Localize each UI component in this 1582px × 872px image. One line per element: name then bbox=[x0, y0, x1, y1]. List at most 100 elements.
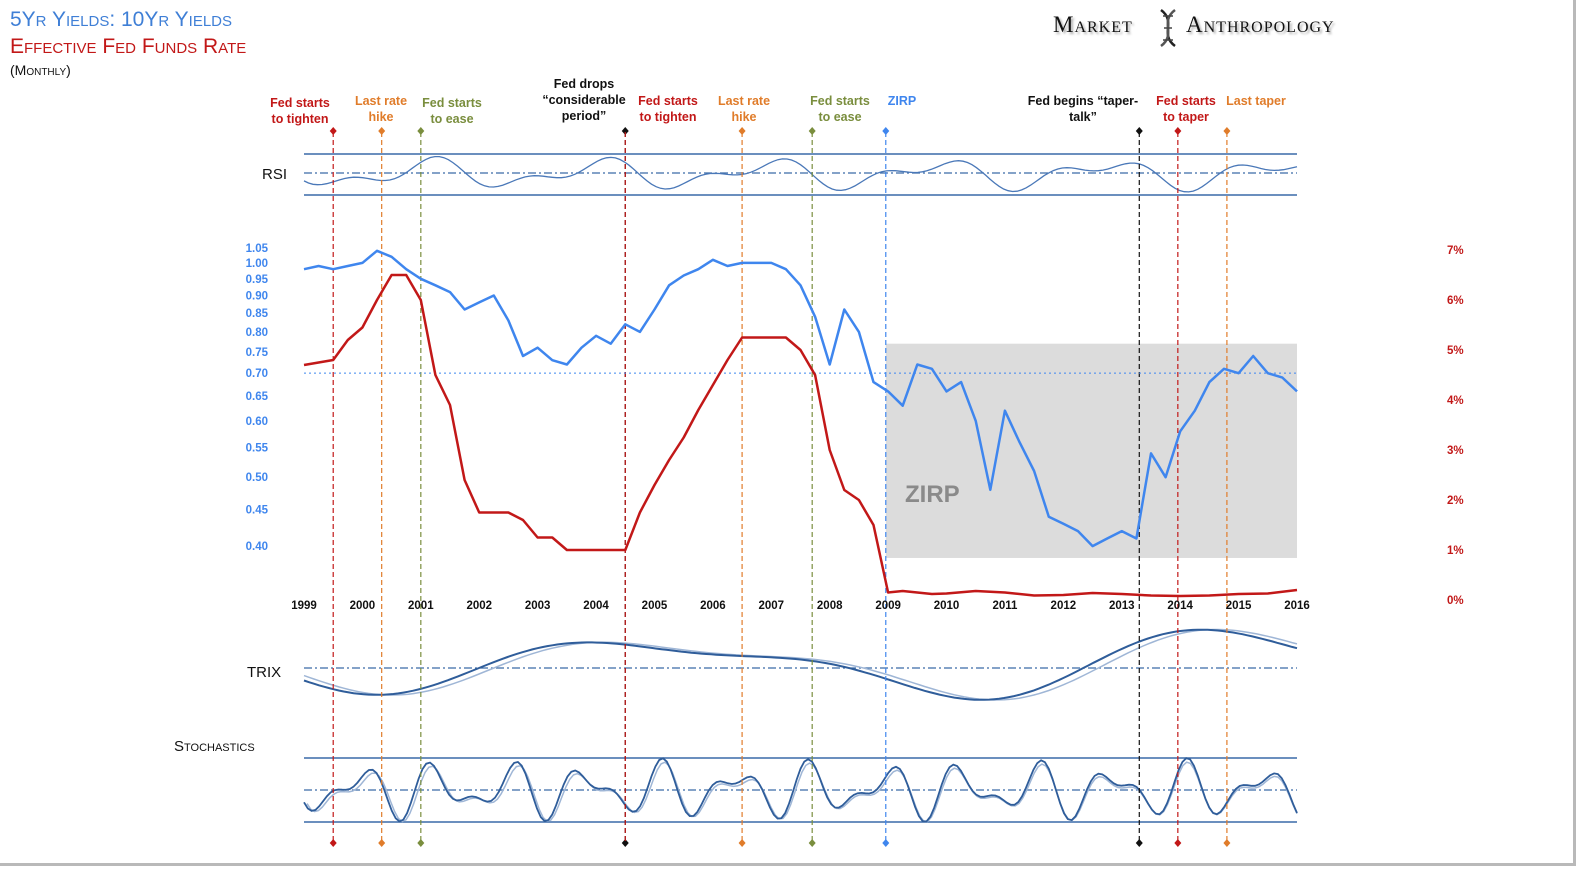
event-diamond-marker bbox=[1174, 839, 1182, 847]
event-label: Fed starts to taper bbox=[1156, 94, 1216, 124]
left-axis-tick-label: 0.65 bbox=[246, 391, 269, 403]
x-axis-tick-label: 2008 bbox=[817, 600, 843, 612]
x-axis-tick-label: 2010 bbox=[934, 600, 960, 612]
left-axis-tick-label: 0.40 bbox=[246, 541, 268, 553]
event-diamond-marker bbox=[1135, 127, 1143, 135]
x-axis-tick-label: 2012 bbox=[1051, 600, 1077, 612]
event-label: Last taper bbox=[1226, 94, 1286, 108]
brand-name-right: Anthropology bbox=[1186, 12, 1335, 37]
x-axis-tick-label: 2014 bbox=[1167, 600, 1193, 612]
right-axis-tick-label: 3% bbox=[1447, 445, 1464, 457]
event-markers bbox=[329, 127, 1231, 847]
right-axis-ticks: 7% 6% 5% 4% 3% 2% 1% 0% bbox=[1447, 245, 1464, 607]
event-label: Last rate hike bbox=[355, 94, 407, 124]
rsi-label: RSI bbox=[262, 166, 287, 183]
x-axis-tick-label: 2003 bbox=[525, 600, 551, 612]
rsi-line bbox=[303, 155, 1298, 193]
event-diamond-marker bbox=[621, 127, 629, 135]
event-diamond-marker bbox=[621, 839, 629, 847]
event-diamond-marker bbox=[882, 839, 890, 847]
x-axis-ticks: 1999 2000 2001 2002 2003 2004 2005 2006 2007 2008… bbox=[291, 600, 1310, 612]
event-label: Fed begins “taper-talk” bbox=[1028, 94, 1138, 124]
left-axis-tick-label: 0.60 bbox=[246, 416, 268, 428]
left-axis-tick-label: 0.95 bbox=[246, 274, 269, 286]
event-diamond-marker bbox=[882, 127, 890, 135]
event-diamond-marker bbox=[1135, 839, 1143, 847]
trix-signal-line bbox=[303, 628, 1298, 701]
chart-subtitle: (Monthly) bbox=[10, 62, 71, 78]
event-label: Fed starts to ease bbox=[422, 96, 482, 126]
event-diamond-marker bbox=[329, 839, 337, 847]
chart-title-fed-funds: Effective Fed Funds Rate bbox=[10, 35, 247, 58]
right-axis-tick-label: 4% bbox=[1447, 395, 1464, 407]
dna-logo-icon bbox=[1160, 9, 1176, 47]
event-diamond-marker bbox=[738, 127, 746, 135]
x-axis-tick-label: 2005 bbox=[642, 600, 668, 612]
event-label: Fed drops “considerable period” bbox=[542, 77, 625, 123]
right-axis-tick-label: 2% bbox=[1447, 495, 1464, 507]
main-series bbox=[303, 249, 1298, 598]
zirp-region-label: ZIRP bbox=[905, 481, 960, 508]
event-label: Fed starts to tighten bbox=[638, 94, 698, 124]
stochastics-label: Stochastics bbox=[174, 738, 255, 755]
stochastics-panel bbox=[303, 757, 1298, 823]
trix-line bbox=[303, 628, 1298, 701]
event-diamond-marker bbox=[1174, 127, 1182, 135]
event-diamond-marker bbox=[378, 839, 386, 847]
trix-label: TRIX bbox=[247, 664, 281, 681]
event-label: Fed starts to ease bbox=[810, 94, 870, 124]
event-diamond-marker bbox=[378, 127, 386, 135]
x-axis-tick-label: 2016 bbox=[1284, 600, 1310, 612]
x-axis-tick-label: 1999 bbox=[291, 600, 317, 612]
event-diamond-marker bbox=[417, 839, 425, 847]
zirp-shaded-region bbox=[885, 343, 1297, 558]
event-label: Last rate hike bbox=[718, 94, 770, 124]
left-axis-tick-label: 0.55 bbox=[246, 443, 269, 455]
right-axis-tick-label: 0% bbox=[1447, 595, 1464, 607]
left-axis-tick-label: 0.90 bbox=[246, 290, 268, 302]
brand-name-left: Market bbox=[1053, 12, 1133, 37]
event-diamond-marker bbox=[738, 839, 746, 847]
x-axis-tick-label: 2011 bbox=[992, 600, 1018, 612]
left-axis-tick-label: 0.85 bbox=[246, 308, 269, 320]
fed-funds-series-line bbox=[303, 273, 1298, 598]
trix-panel bbox=[303, 628, 1298, 701]
event-label: ZIRP bbox=[888, 94, 916, 108]
event-diamond-marker bbox=[1223, 839, 1231, 847]
chart-title-ratio: 5Yr Yields: 10Yr Yields bbox=[10, 8, 233, 31]
ratio-series-line bbox=[303, 249, 1298, 548]
event-diamond-marker bbox=[808, 127, 816, 135]
event-diamond-marker bbox=[329, 127, 337, 135]
x-axis-tick-label: 2002 bbox=[466, 600, 492, 612]
stochastics-line bbox=[303, 757, 1298, 823]
x-axis-tick-label: 2006 bbox=[700, 600, 726, 612]
right-axis-tick-label: 1% bbox=[1447, 545, 1464, 557]
x-axis-tick-label: 2013 bbox=[1109, 600, 1135, 612]
event-labels: Fed starts to tighten Last rate hike Fed sta… bbox=[270, 77, 1286, 126]
left-axis-ticks: 1.05 1.00 0.95 0.90 0.85 0.80 0.75 0.70 0.65 0.60… bbox=[246, 243, 269, 553]
x-axis-tick-label: 2009 bbox=[875, 600, 901, 612]
stochastics-signal-line bbox=[306, 761, 1298, 823]
left-axis-tick-label: 0.45 bbox=[246, 505, 269, 517]
event-diamond-marker bbox=[417, 127, 425, 135]
left-axis-tick-label: 0.80 bbox=[246, 327, 268, 339]
rsi-panel bbox=[303, 153, 1298, 196]
right-axis-tick-label: 7% bbox=[1447, 245, 1464, 257]
left-axis-tick-label: 0.75 bbox=[246, 347, 269, 359]
right-axis-tick-label: 6% bbox=[1447, 295, 1464, 307]
left-axis-tick-label: 1.05 bbox=[246, 243, 269, 255]
left-axis-tick-label: 1.00 bbox=[246, 258, 268, 270]
event-label: Fed starts to tighten bbox=[270, 96, 330, 126]
x-axis-tick-label: 2000 bbox=[350, 600, 376, 612]
x-axis-tick-label: 2004 bbox=[583, 600, 609, 612]
x-axis-tick-label: 2001 bbox=[408, 600, 434, 612]
right-axis-tick-label: 5% bbox=[1447, 345, 1464, 357]
x-axis-tick-label: 2007 bbox=[758, 600, 784, 612]
left-axis-tick-label: 0.50 bbox=[246, 472, 268, 484]
event-diamond-marker bbox=[1223, 127, 1231, 135]
x-axis-tick-label: 2015 bbox=[1226, 600, 1252, 612]
event-diamond-marker bbox=[808, 839, 816, 847]
left-axis-tick-label: 0.70 bbox=[246, 368, 268, 380]
